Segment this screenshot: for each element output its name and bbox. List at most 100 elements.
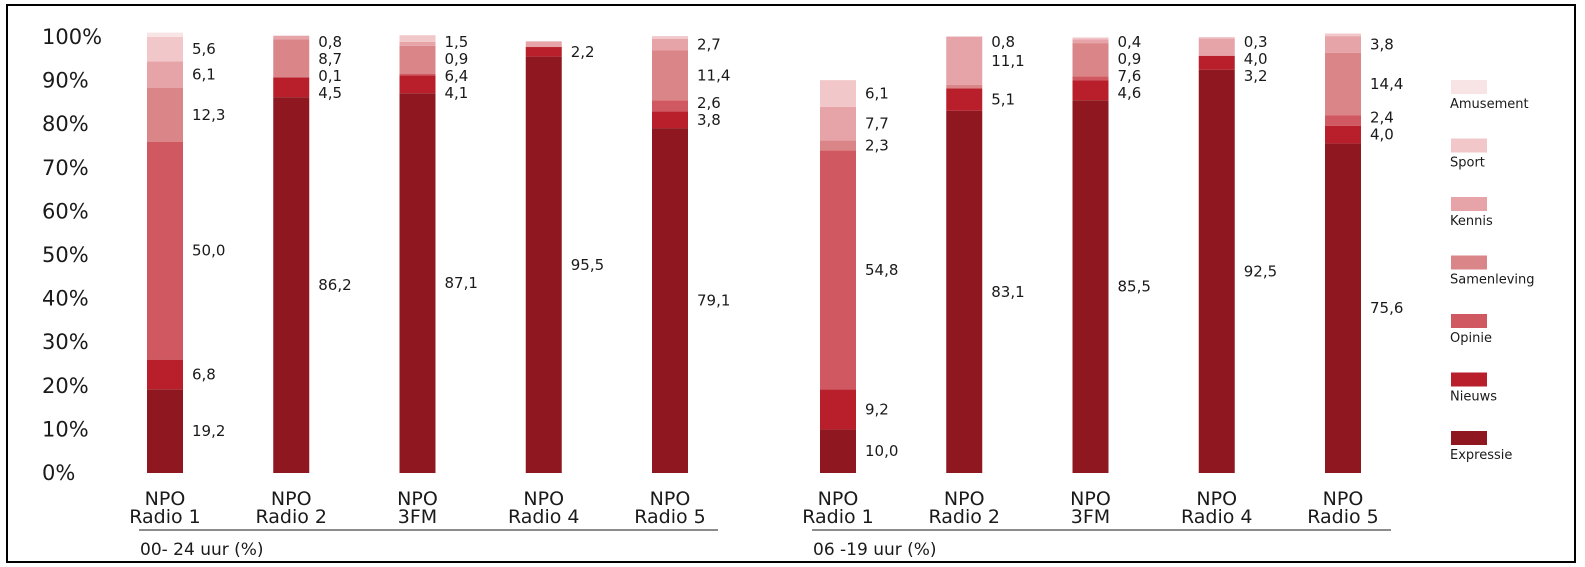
category-label: NPO xyxy=(650,488,691,510)
data-label: 86,2 xyxy=(318,276,351,294)
data-label: 1,5 xyxy=(445,33,469,51)
category-label: Radio 1 xyxy=(802,506,874,528)
bar-segment-kennis xyxy=(1072,39,1109,44)
category-label: Radio 2 xyxy=(928,506,1000,528)
data-label: 54,8 xyxy=(865,261,898,279)
data-label: 6,4 xyxy=(445,67,469,85)
bar-segment-expressie xyxy=(147,389,183,473)
legend-label: Expressie xyxy=(1450,448,1512,463)
y-tick-label: 30% xyxy=(42,330,89,354)
category-label: Radio 5 xyxy=(634,506,706,528)
bar-segment-kennis xyxy=(1325,36,1361,53)
bar-segment-samenleving xyxy=(1072,43,1109,77)
category-label: NPO xyxy=(1070,488,1111,510)
data-label: 14,4 xyxy=(1370,75,1403,93)
bar-segment-samenleving xyxy=(652,50,688,101)
bar-segment-samenleving xyxy=(399,45,436,74)
legend-label: Kennis xyxy=(1450,214,1493,229)
category-label: NPO xyxy=(271,488,312,510)
legend-label: Samenleving xyxy=(1450,273,1535,288)
data-label: 6,1 xyxy=(865,84,889,102)
bar-segment-sport xyxy=(147,37,183,62)
bar-segment-kennis xyxy=(273,35,310,40)
data-label: 0,8 xyxy=(991,33,1015,51)
y-tick-label: 60% xyxy=(42,199,89,223)
category-label: NPO xyxy=(1196,488,1237,510)
bar-segment-sport xyxy=(1198,37,1235,39)
bar-segment-opinie xyxy=(1072,76,1109,81)
data-label: 2,3 xyxy=(865,136,889,154)
bar-segment-expressie xyxy=(820,429,856,473)
bar-segment-nieuws xyxy=(820,389,856,430)
y-tick-label: 0% xyxy=(42,461,75,485)
y-tick-label: 50% xyxy=(42,243,89,267)
data-label: 0,8 xyxy=(318,33,342,51)
bar-segment-nieuws xyxy=(1072,80,1109,101)
bar-segment-nieuws xyxy=(1325,125,1361,144)
category-label: NPO xyxy=(397,488,438,510)
data-label: 7,7 xyxy=(865,115,889,133)
bar-segment-nieuws xyxy=(273,77,310,98)
bar-segment-nieuws xyxy=(652,111,688,129)
category-label: NPO xyxy=(818,488,859,510)
data-label: 11,1 xyxy=(991,52,1024,70)
legend-swatch-samenleving xyxy=(1451,255,1487,270)
data-label: 3,8 xyxy=(697,111,721,129)
category-label: NPO xyxy=(944,488,985,510)
bar-segment-sport xyxy=(652,36,688,39)
data-label: 10,0 xyxy=(865,442,898,460)
data-label: 75,6 xyxy=(1370,299,1403,317)
bar-segment-kennis xyxy=(820,106,856,141)
legend-swatch-nieuws xyxy=(1451,372,1487,387)
data-label: 3,2 xyxy=(1244,67,1268,85)
category-label: NPO xyxy=(523,488,564,510)
bar-segment-sport xyxy=(1325,33,1361,37)
data-label: 6,8 xyxy=(192,365,216,383)
data-label: 6,1 xyxy=(192,66,216,84)
category-label: Radio 5 xyxy=(1307,506,1379,528)
legend-swatch-kennis xyxy=(1451,197,1487,211)
bar-segment-amusement xyxy=(147,32,183,37)
bar-segment-sport xyxy=(1072,37,1109,40)
data-label: 4,5 xyxy=(318,84,342,102)
data-label: 19,2 xyxy=(192,422,225,440)
y-tick-label: 90% xyxy=(42,69,89,93)
data-label: 79,1 xyxy=(697,292,730,310)
data-label: 0,9 xyxy=(445,50,469,68)
category-label: Radio 4 xyxy=(508,506,580,528)
bar-segment-nieuws xyxy=(147,359,183,390)
legend-label: Opinie xyxy=(1450,331,1492,346)
group-label: 00- 24 uur (%) xyxy=(140,540,264,560)
data-label: 4,0 xyxy=(1244,50,1268,68)
data-label: 0,4 xyxy=(1118,33,1142,51)
y-tick-label: 40% xyxy=(42,287,89,311)
legend-swatch-amusement xyxy=(1451,80,1487,94)
category-label: NPO xyxy=(1323,488,1364,510)
data-label: 2,2 xyxy=(571,43,595,61)
data-label: 12,3 xyxy=(192,106,225,124)
bar-segment-samenleving xyxy=(1325,52,1361,116)
bar-segment-samenleving xyxy=(273,39,310,78)
bar-segment-kennis xyxy=(1198,38,1235,56)
bar-segment-opinie xyxy=(820,150,856,390)
data-label: 4,1 xyxy=(445,84,469,102)
bar-segment-nieuws xyxy=(946,88,983,111)
data-label: 87,1 xyxy=(445,274,478,292)
bar-segment-opinie xyxy=(147,141,183,360)
category-label: Radio 4 xyxy=(1181,506,1253,528)
data-label: 0,9 xyxy=(1118,50,1142,68)
bar-segment-nieuws xyxy=(525,47,562,57)
legend-label: Amusement xyxy=(1450,97,1529,112)
y-tick-label: 20% xyxy=(42,374,89,398)
data-label: 50,0 xyxy=(192,242,225,260)
category-label: 3FM xyxy=(398,506,437,528)
bar-segment-kennis xyxy=(399,41,436,46)
bar-segment-expressie xyxy=(946,110,983,474)
bar-segment-opinie xyxy=(399,73,436,76)
y-tick-label: 100% xyxy=(42,25,102,49)
data-label: 4,6 xyxy=(1118,84,1142,102)
bar-segment-expressie xyxy=(399,93,436,473)
y-tick-label: 10% xyxy=(42,417,89,441)
group-label: 06 -19 uur (%) xyxy=(813,540,937,560)
data-label: 2,7 xyxy=(697,36,721,54)
